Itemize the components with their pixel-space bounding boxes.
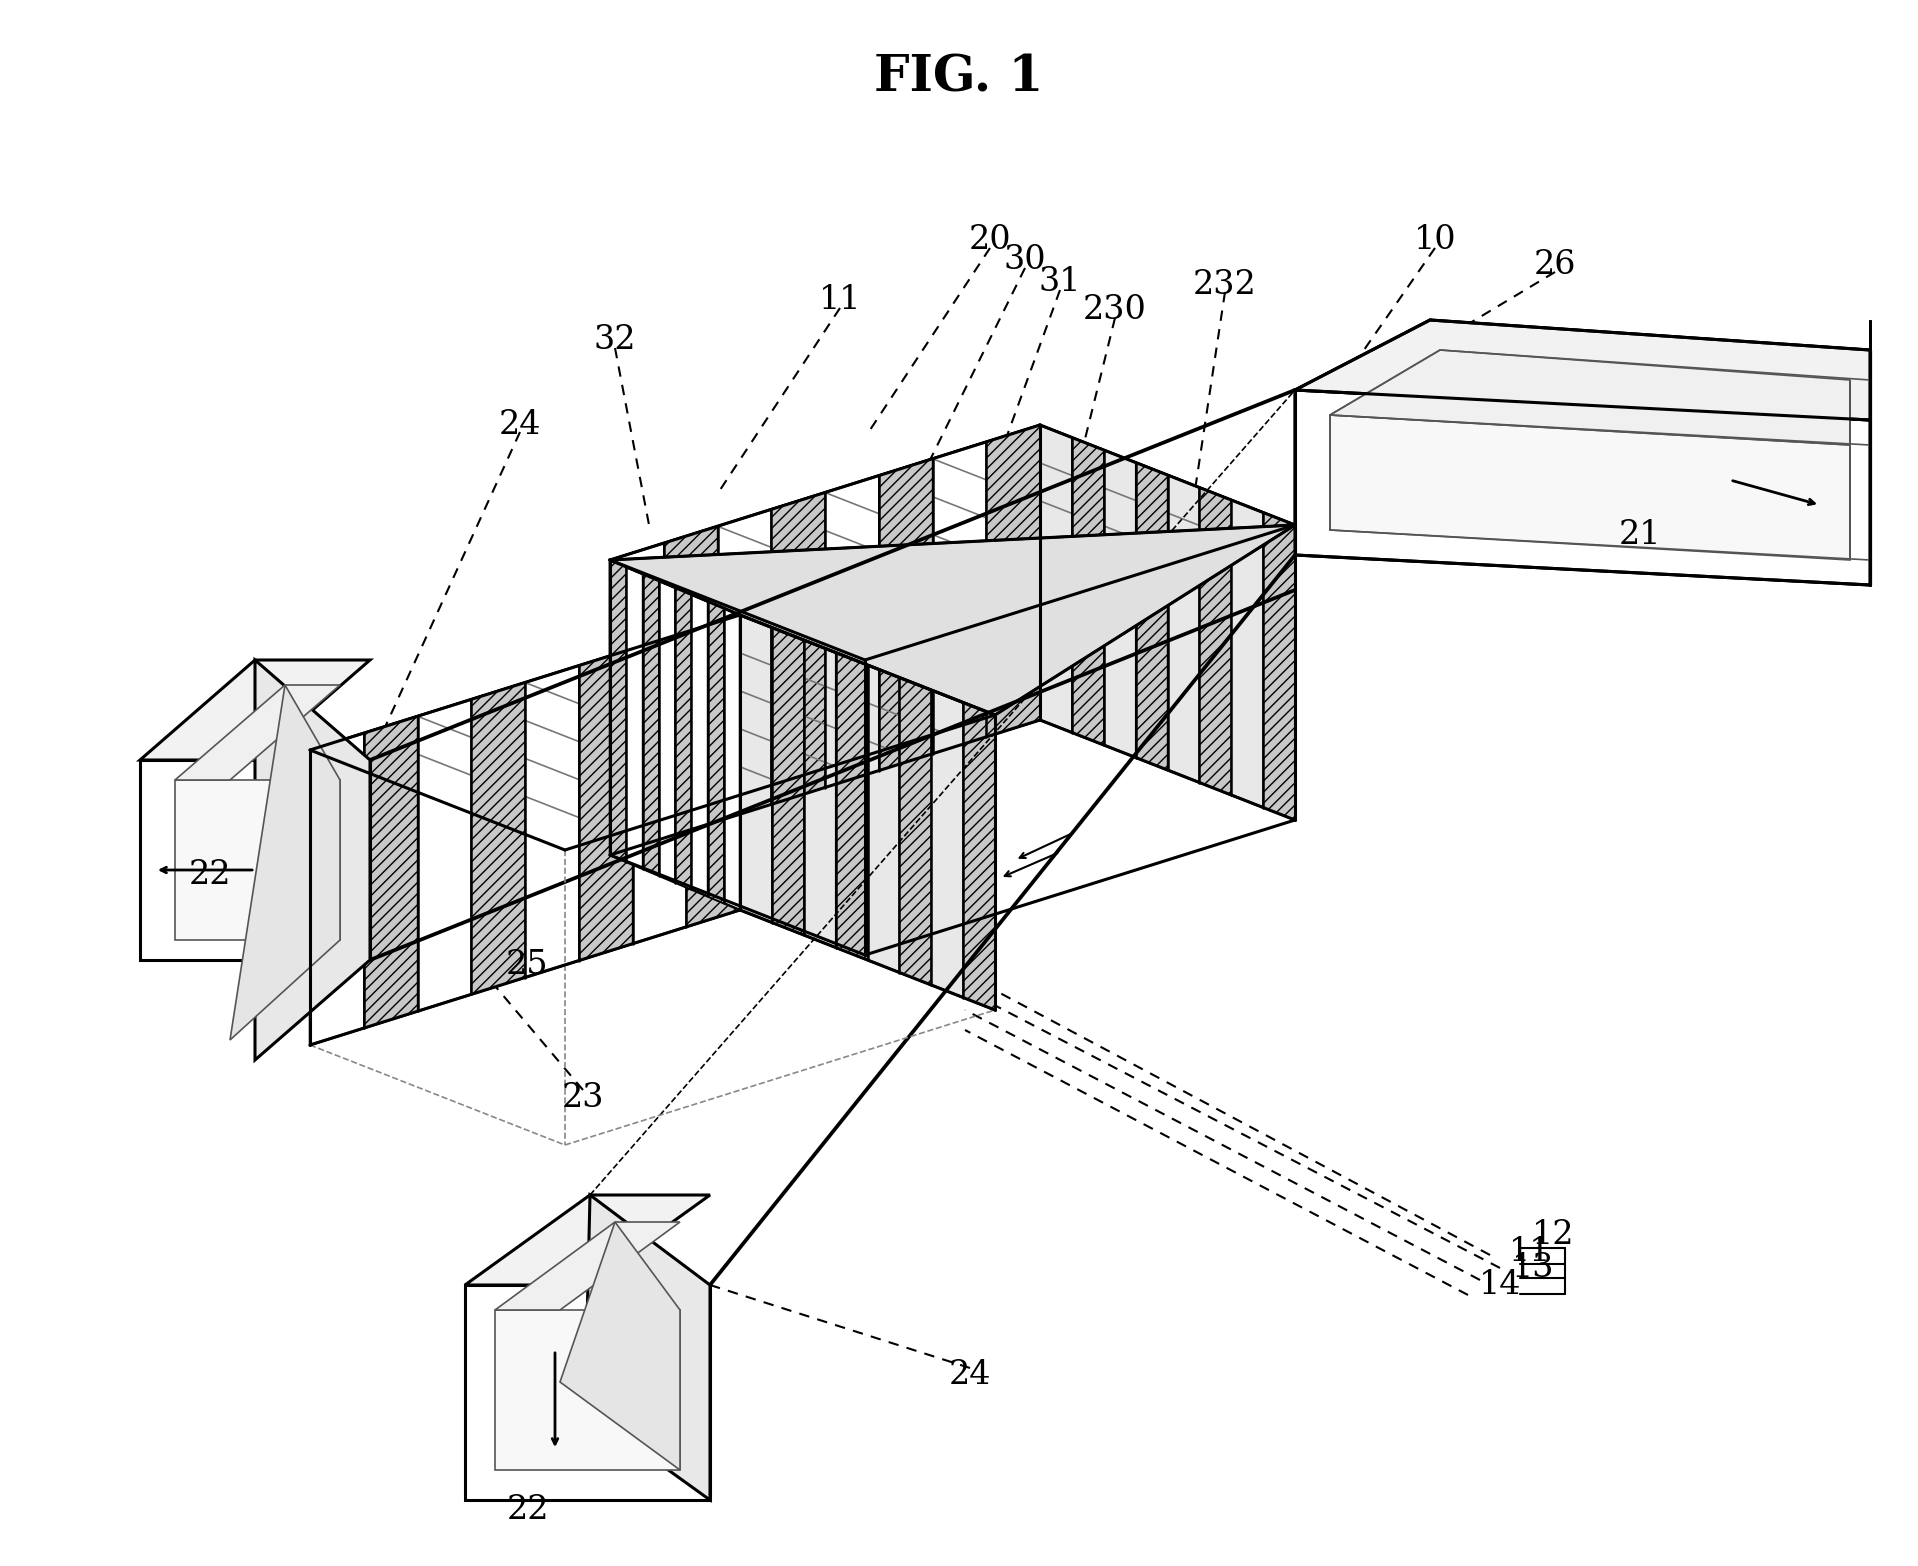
Text: 22: 22 — [506, 1494, 549, 1525]
Polygon shape — [175, 684, 339, 780]
Text: 30: 30 — [1003, 244, 1047, 276]
Text: 21: 21 — [1619, 518, 1661, 551]
Text: 10: 10 — [1414, 224, 1456, 255]
Polygon shape — [495, 1221, 681, 1311]
Polygon shape — [664, 526, 717, 838]
Polygon shape — [687, 615, 740, 927]
Text: 24: 24 — [499, 409, 541, 442]
Polygon shape — [610, 525, 1295, 716]
Polygon shape — [900, 678, 932, 985]
Text: 12: 12 — [1532, 1218, 1575, 1251]
Polygon shape — [1329, 349, 1851, 445]
Text: 32: 32 — [595, 324, 637, 355]
Text: 22: 22 — [188, 860, 232, 891]
Text: 11: 11 — [1509, 1236, 1552, 1268]
Text: 14: 14 — [1479, 1268, 1521, 1301]
Polygon shape — [579, 648, 633, 960]
Text: 20: 20 — [969, 224, 1011, 255]
Text: 23: 23 — [562, 1082, 604, 1113]
Polygon shape — [610, 561, 740, 910]
Polygon shape — [230, 684, 339, 1040]
Polygon shape — [311, 615, 995, 850]
Polygon shape — [464, 1286, 710, 1500]
Polygon shape — [836, 653, 867, 960]
Polygon shape — [771, 492, 825, 805]
Polygon shape — [1199, 487, 1231, 796]
Polygon shape — [1295, 390, 1870, 586]
Polygon shape — [1295, 390, 1870, 586]
Text: FIG. 1: FIG. 1 — [875, 53, 1043, 102]
Text: 31: 31 — [1040, 266, 1082, 298]
Polygon shape — [675, 587, 690, 889]
Polygon shape — [610, 561, 627, 861]
Polygon shape — [495, 1311, 681, 1470]
Polygon shape — [771, 628, 804, 935]
Polygon shape — [1295, 319, 1870, 420]
Text: 25: 25 — [506, 949, 549, 980]
Polygon shape — [140, 659, 370, 760]
Polygon shape — [708, 601, 723, 904]
Polygon shape — [610, 424, 1040, 855]
Polygon shape — [963, 703, 995, 1010]
Text: 230: 230 — [1084, 294, 1147, 326]
Polygon shape — [1040, 424, 1295, 821]
Polygon shape — [878, 459, 932, 770]
Polygon shape — [364, 716, 418, 1029]
Polygon shape — [1295, 319, 1870, 420]
Polygon shape — [585, 1195, 710, 1500]
Polygon shape — [560, 1221, 681, 1470]
Polygon shape — [643, 573, 658, 875]
Polygon shape — [1072, 437, 1103, 745]
Polygon shape — [740, 615, 995, 1010]
Polygon shape — [1264, 512, 1295, 821]
Polygon shape — [175, 780, 339, 940]
Polygon shape — [140, 760, 370, 960]
Text: 11: 11 — [819, 283, 861, 316]
Polygon shape — [986, 424, 1040, 738]
Polygon shape — [1329, 415, 1851, 561]
Text: 26: 26 — [1534, 249, 1577, 280]
Polygon shape — [472, 683, 526, 994]
Polygon shape — [464, 1195, 710, 1286]
Text: 13: 13 — [1511, 1251, 1554, 1284]
Text: 232: 232 — [1193, 269, 1256, 301]
Polygon shape — [255, 659, 370, 1060]
Polygon shape — [1135, 462, 1168, 770]
Polygon shape — [311, 615, 740, 1045]
Text: 24: 24 — [949, 1359, 992, 1391]
Polygon shape — [610, 424, 1295, 659]
